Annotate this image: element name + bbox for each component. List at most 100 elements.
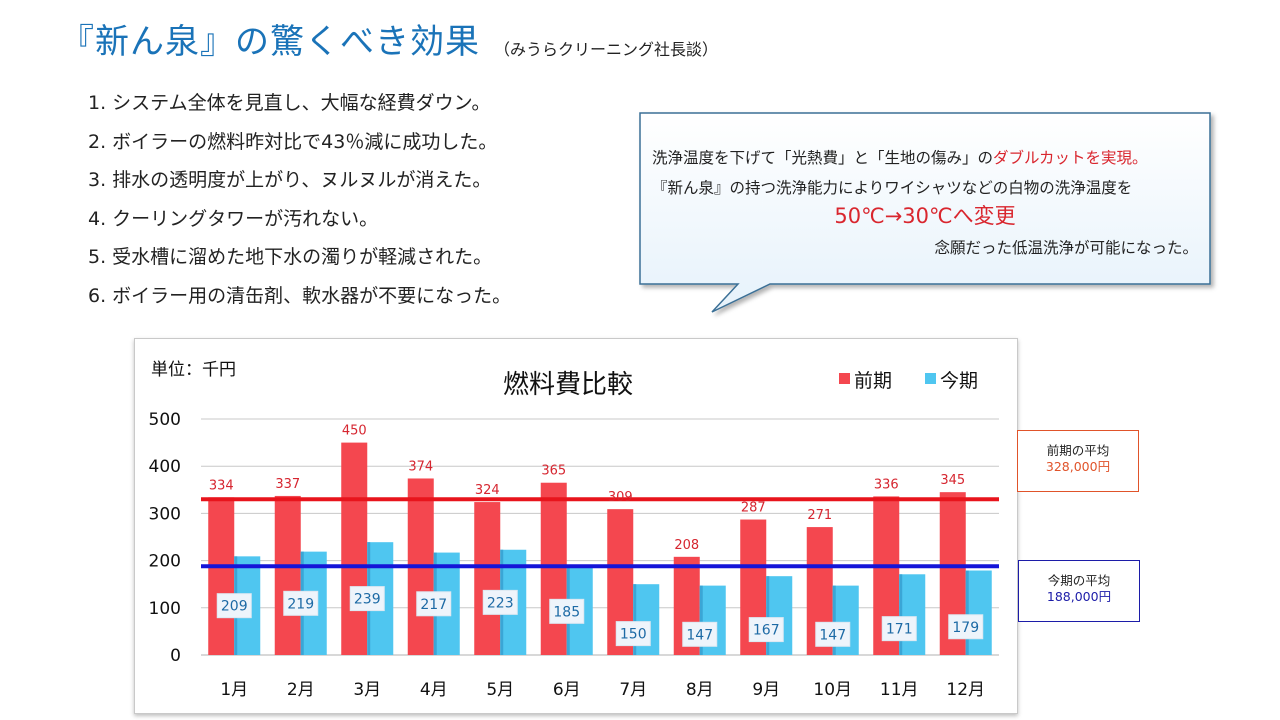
callout: 洗浄温度を下げて「光熱費」と「生地の傷み」のダブルカットを実現。 『新ん泉』の持… [640,112,1210,284]
x-tick-label: 7月 [619,680,647,700]
callout-line-1: 洗浄温度を下げて「光熱費」と「生地の傷み」のダブルカットを実現。 [652,146,1148,168]
bar-current-shade [699,585,703,655]
bar-current [899,574,926,655]
effect-item: 6. ボイラー用の清缶剤、軟水器が不要になった。 [88,284,512,307]
bar-current-shade [766,576,770,655]
data-label-prev: 271 [807,508,832,523]
chart-grid: 0 100 200 300 400 500 [149,410,999,666]
x-tick-label: 12月 [946,680,985,700]
data-label-prev: 336 [874,477,899,492]
x-tick-label: 9月 [752,680,780,700]
x-tick-label: 3月 [353,680,381,700]
prev-average-value: 328,000円 [1045,459,1111,474]
data-label-current-box [682,621,718,647]
legend-swatch-current [925,373,936,384]
data-label-current-box [615,621,651,647]
data-label-current: 147 [686,627,713,643]
chart-title: 燃料費比較 [503,370,633,400]
data-label-prev: 450 [342,424,367,439]
data-label-current-box [815,621,851,647]
data-label-prev: 208 [674,538,699,553]
x-tick-label: 4月 [420,680,448,700]
data-label-current: 167 [753,623,780,639]
y-tick-label: 400 [149,457,181,477]
data-label-current: 223 [487,595,514,611]
legend-label-current: 今期 [940,370,978,392]
data-label-current-box [416,591,452,617]
effects-list: 1. システム全体を見直し、大幅な経費ダウン。 2. ボイラーの燃料昨対比で43… [88,84,511,316]
x-tick-label: 11月 [880,680,919,700]
page-subtitle: （みうらクリーニング社長談） [494,40,719,59]
bar-current [965,570,992,655]
data-label-prev: 345 [940,473,965,488]
data-label-prev: 309 [608,490,633,505]
data-label-current-box [283,590,319,616]
bar-current-shade [832,585,836,655]
callout-temperature-change: 50℃→30℃へ変更 [834,204,1016,228]
data-label-current-box [748,617,784,643]
y-tick-label: 0 [170,646,181,666]
data-label-current: 179 [952,620,979,636]
effect-item: 3. 排水の透明度が上がり、ヌルヌルが消えた。 [88,169,492,192]
legend-swatch-prev [839,373,850,384]
data-label-current-box [549,598,585,624]
fuel-cost-chart: 0 100 200 300 400 500 334 209 1月 337 219 2月 450 239 3… [134,338,1018,714]
data-label-current: 219 [287,596,314,612]
bar-prev [274,495,301,655]
effect-item: 1. システム全体を見直し、大幅な経費ダウン。 [88,92,491,114]
data-label-current: 209 [221,599,248,615]
bar-current-shade [965,570,969,655]
callout-highlight: ダブルカットを実現。 [993,149,1148,167]
data-label-current-box [482,589,518,615]
x-tick-label: 2月 [287,680,315,700]
y-tick-label: 300 [149,504,181,524]
legend-label-prev: 前期 [854,370,892,392]
bar-current [766,576,793,655]
bar-prev [474,502,501,655]
x-tick-label: 5月 [486,680,514,700]
bar-prev [341,442,368,655]
bar-current-shade [899,574,903,655]
y-tick-label: 200 [149,552,181,572]
bar-prev [208,497,235,655]
bar-prev [540,482,567,655]
effect-item: 2. ボイラーの燃料昨対比で43％減に成功した。 [88,130,498,153]
data-label-current-box [881,616,917,642]
effect-item: 5. 受水槽に溜めた地下水の濁りが軽減された。 [88,246,493,269]
data-label-current-box [948,614,984,640]
data-label-current: 147 [819,627,846,643]
cur-average-value: 188,000円 [1046,589,1112,604]
callout-line-4: 念願だった低温洗浄が可能になった。 [934,239,1198,257]
data-label-prev: 334 [209,478,234,493]
cur-average-label: 今期の平均 [1047,573,1111,588]
callout-line-1-text: 洗浄温度を下げて「光熱費」と「生地の傷み」の [652,149,994,167]
prev-average-label: 前期の平均 [1046,443,1110,458]
chart-unit-label: 単位：千円 [151,360,236,380]
data-label-prev: 365 [541,464,566,479]
bar-current-shade [633,584,637,655]
data-label-prev: 287 [741,501,766,516]
data-label-current: 239 [354,592,381,608]
data-label-current: 171 [886,622,913,638]
data-label-prev: 374 [408,459,433,474]
x-tick-label: 6月 [553,680,581,700]
data-label-current: 217 [420,597,447,613]
data-label-current: 150 [620,627,647,643]
effect-item: 4. クーリングタワーが汚れない。 [88,207,379,230]
y-tick-label: 500 [149,410,181,430]
data-label-prev: 324 [475,483,500,498]
x-tick-label: 8月 [686,680,714,700]
cur-average-box: 今期の平均 188,000円 [1018,560,1140,622]
data-label-prev: 337 [275,477,300,492]
chart-bars [208,442,992,655]
x-tick-label: 10月 [813,680,852,700]
y-tick-label: 100 [149,599,181,619]
data-label-current-box [349,586,385,612]
chart-average-lines [201,497,999,569]
prev-average-box: 前期の平均 328,000円 [1017,430,1139,492]
x-tick-label: 1月 [220,680,248,700]
chart-labels: 334 209 1月 337 219 2月 450 239 3月 374 217 4月 324 223 5月… [209,424,985,700]
callout-line-2: 『新ん泉』の持つ洗浄能力によりワイシャツなどの白物の洗浄温度を [652,179,1133,197]
